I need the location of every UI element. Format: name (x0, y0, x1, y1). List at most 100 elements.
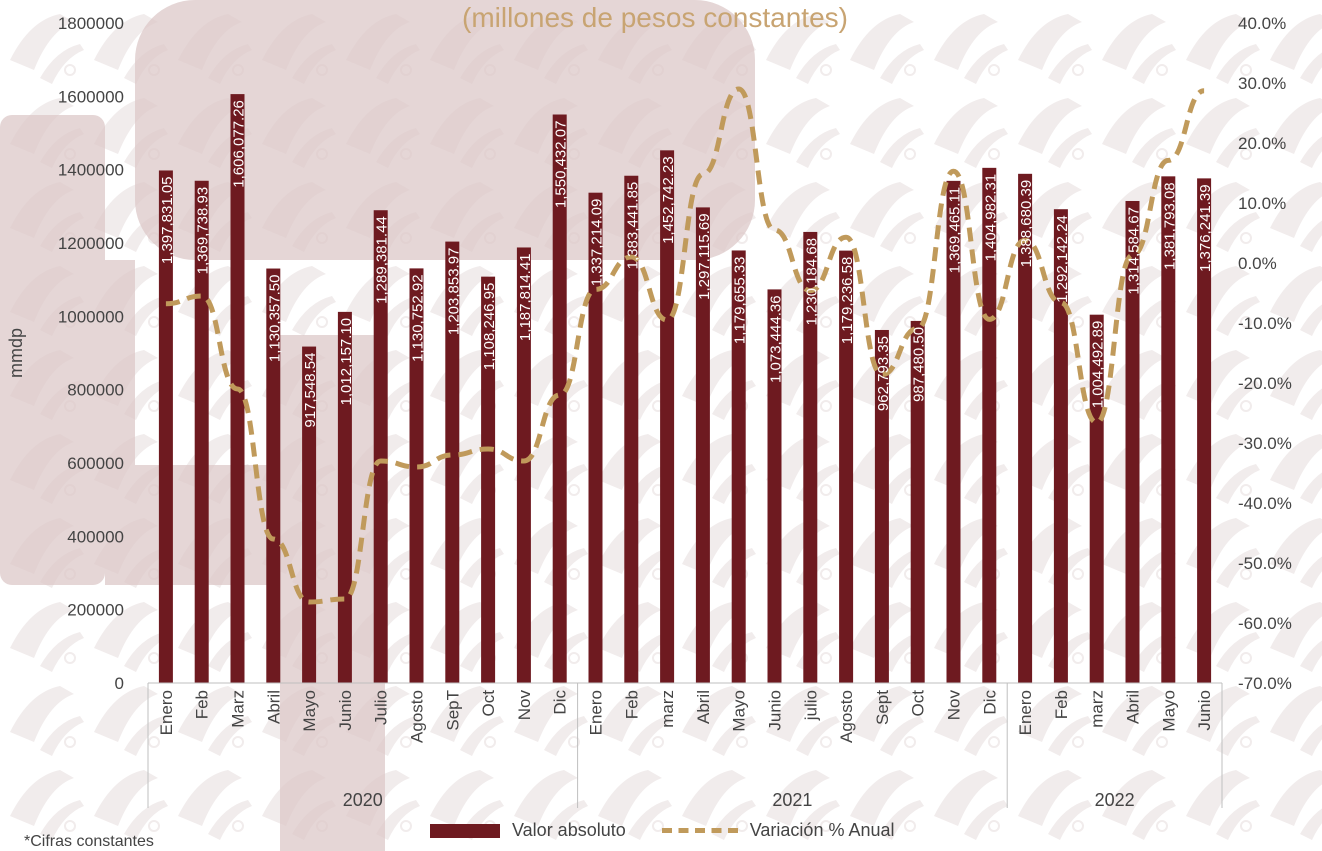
x-tick-label: Feb (1052, 690, 1071, 719)
bar (302, 346, 317, 683)
y2-tick-label: 20.0% (1238, 134, 1286, 153)
x-tick-label: Nov (515, 690, 534, 721)
y-tick-label: 600000 (67, 454, 124, 473)
bar (481, 276, 496, 683)
x-tick-label: Feb (193, 690, 212, 719)
x-tick-label: Oct (479, 690, 498, 717)
x-tick-label: Mayo (730, 690, 749, 732)
bar-value-label: 1,292,142.24 (1054, 215, 1071, 303)
bar (373, 210, 388, 683)
bar-value-label: 1,108,246.95 (481, 283, 498, 371)
bar-value-label: 1,297,115.69 (696, 213, 713, 299)
bar-value-label: 1,004,492.89 (1090, 321, 1107, 409)
bar-value-label: 1,179,655.33 (732, 256, 749, 344)
y2-tick-label: -70.0% (1238, 674, 1292, 693)
bar-value-label: 1,130,752.92 (410, 274, 427, 362)
y-tick-label: 1600000 (58, 87, 124, 106)
y-tick-label: 0 (115, 674, 124, 693)
y2-tick-label: -40.0% (1238, 494, 1292, 513)
y2-tick-label: -30.0% (1238, 434, 1292, 453)
bar-value-label: 1,230,184.68 (803, 238, 820, 326)
legend-swatch-line (661, 828, 738, 833)
x-tick-label: Nov (945, 690, 964, 721)
y2-tick-label: -10.0% (1238, 314, 1292, 333)
x-tick-label: Junio (766, 690, 785, 731)
legend-label-line: Variación % Anual (749, 820, 895, 840)
bar (803, 231, 818, 683)
bar-value-label: 1,550,432.07 (553, 121, 570, 209)
bar (731, 250, 746, 683)
bar-value-label: 987,480.50 (911, 327, 928, 402)
bar-value-label: 1,369,465.11 (947, 187, 964, 273)
bar (409, 268, 424, 683)
bar (767, 289, 782, 683)
bar-value-label: 917,548.54 (302, 353, 319, 428)
bar (1125, 200, 1140, 683)
bar-value-label: 1,376,241.39 (1197, 184, 1214, 272)
bar-value-label: 1,289,381.44 (374, 216, 391, 304)
bar (874, 329, 889, 683)
bar (1197, 178, 1212, 683)
legend-swatch-bar (430, 823, 500, 838)
x-tick-label: Oct (909, 690, 928, 717)
bar-value-label: 1,314,584.67 (1126, 207, 1143, 295)
bar-value-label: 1,452,742.23 (660, 156, 677, 244)
y-tick-label: 1800000 (58, 14, 124, 33)
x-tick-label: Agosto (837, 690, 856, 743)
bar (194, 180, 209, 683)
bar (1053, 209, 1068, 683)
bar (516, 247, 531, 683)
bar (910, 320, 925, 683)
x-tick-label: Dic (551, 690, 570, 715)
y2-tick-label: -60.0% (1238, 614, 1292, 633)
bar (158, 170, 173, 684)
bar-value-label: 962,793.35 (875, 336, 892, 411)
y2-tick-label: 10.0% (1238, 194, 1286, 213)
bar (552, 114, 567, 683)
variation-line (165, 86, 1205, 605)
bar (588, 192, 603, 683)
bar-value-label: 1,012,157.10 (338, 318, 355, 406)
y-tick-label: 1400000 (58, 161, 124, 180)
x-tick-label: Abril (1124, 690, 1143, 724)
x-tick-label: Feb (622, 690, 641, 719)
x-tick-label: Mayo (1159, 690, 1178, 732)
x-tick-label: julio (801, 690, 820, 721)
y-axis-label: mmdp (6, 328, 26, 378)
bar-value-label: 1,369,738.93 (195, 187, 212, 275)
bar (982, 167, 997, 683)
x-tick-label: Enero (1016, 690, 1035, 735)
y2-tick-label: 40.0% (1238, 14, 1286, 33)
bar-value-label: 1,187,814.41 (517, 253, 534, 341)
bar-value-label: 1,203,853.97 (445, 248, 462, 336)
bar (839, 250, 854, 683)
x-tick-label: marz (1088, 690, 1107, 728)
bar (337, 311, 352, 683)
x-tick-label: Agosto (408, 690, 427, 743)
y-tick-label: 1000000 (58, 307, 124, 326)
bar-value-label: 1,388,680.39 (1018, 180, 1035, 268)
y-tick-label: 200000 (67, 601, 124, 620)
x-tick-label: marz (658, 690, 677, 728)
footnote: *Cifras constantes (24, 833, 154, 850)
y2-tick-label: -50.0% (1238, 554, 1292, 573)
group-label: 2022 (1095, 790, 1135, 810)
bar (1089, 314, 1104, 683)
bar-value-label: 1,337,214.09 (589, 199, 606, 287)
bar-value-label: 1,381,793.08 (1161, 182, 1178, 270)
bar (1161, 176, 1176, 684)
bar (695, 207, 710, 683)
y-tick-label: 1200000 (58, 234, 124, 253)
x-tick-label: Enero (157, 690, 176, 735)
bar-value-label: 1,606,077.26 (231, 100, 248, 188)
x-tick-label: Mayo (300, 690, 319, 732)
x-tick-label: Sept (873, 690, 892, 725)
y-tick-label: 400000 (67, 527, 124, 546)
bar-value-label: 1,383,441.85 (624, 182, 641, 270)
x-tick-label: Abril (694, 690, 713, 724)
bar (266, 268, 281, 683)
y2-tick-label: 30.0% (1238, 74, 1286, 93)
bar-value-label: 1,130,357.50 (266, 275, 283, 363)
bar (946, 180, 961, 683)
